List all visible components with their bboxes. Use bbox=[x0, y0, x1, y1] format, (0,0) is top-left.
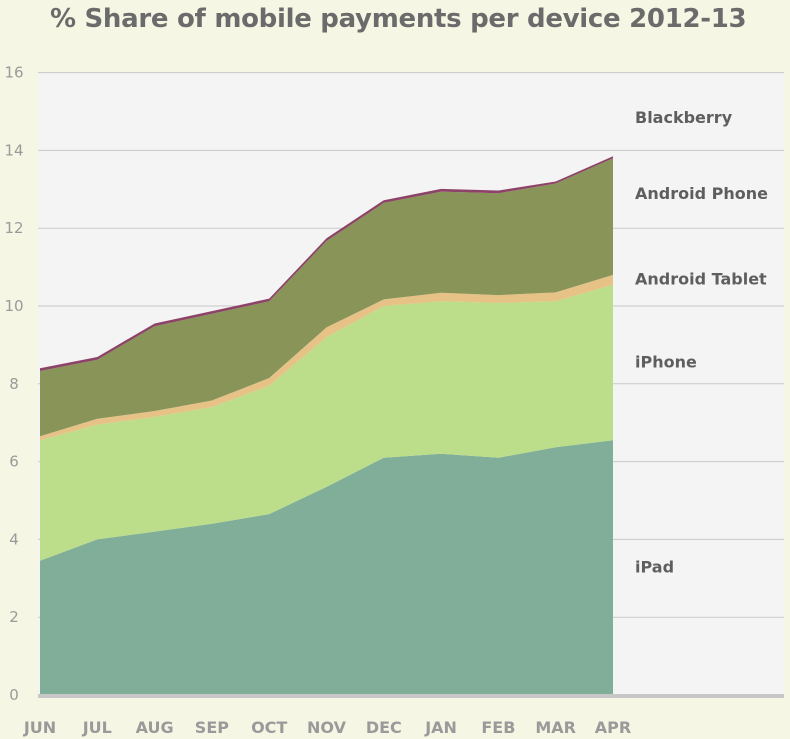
y-tick-label: 12 bbox=[4, 219, 23, 237]
series-label-android-tablet: Android Tablet bbox=[635, 270, 767, 289]
series-labels: iPad iPhone Android Tablet Android Phone Bla… bbox=[635, 108, 768, 576]
area-iphone bbox=[40, 284, 613, 561]
y-tick-label: 14 bbox=[4, 141, 23, 159]
x-tick-label: APR bbox=[595, 718, 631, 737]
y-axis-ticks: 0 2 4 6 8 10 12 14 16 bbox=[4, 64, 23, 704]
x-tick-label: JUN bbox=[23, 718, 56, 737]
y-tick-label: 2 bbox=[9, 608, 19, 626]
series-areas bbox=[40, 156, 613, 695]
y-tick-label: 16 bbox=[4, 64, 23, 82]
y-tick-label: 8 bbox=[9, 375, 19, 393]
series-label-iphone: iPhone bbox=[635, 352, 697, 371]
series-label-ipad: iPad bbox=[635, 558, 674, 577]
x-tick-label: FEB bbox=[481, 718, 515, 737]
y-tick-label: 4 bbox=[9, 530, 19, 548]
x-tick-label: DEC bbox=[366, 718, 402, 737]
area-ipad bbox=[40, 440, 613, 695]
x-tick-label: NOV bbox=[307, 718, 347, 737]
x-tick-label: AUG bbox=[136, 718, 174, 737]
x-tick-label: OCT bbox=[251, 718, 287, 737]
y-tick-label: 0 bbox=[9, 686, 19, 704]
x-tick-label: SEP bbox=[195, 718, 229, 737]
y-tick-label: 6 bbox=[9, 453, 19, 471]
x-tick-label: JAN bbox=[424, 718, 457, 737]
series-label-blackberry: Blackberry bbox=[635, 108, 733, 127]
y-tick-label: 10 bbox=[4, 297, 23, 315]
area-android-phone bbox=[40, 158, 613, 437]
area-android-tablet bbox=[40, 274, 613, 441]
chart-title: % Share of mobile payments per device 20… bbox=[50, 4, 747, 34]
x-tick-label: JUL bbox=[82, 718, 112, 737]
x-tick-label: MAR bbox=[535, 718, 576, 737]
x-axis-ticks: JUN JUL AUG SEP OCT NOV DEC JAN FEB MAR APR bbox=[23, 718, 631, 737]
series-label-android-phone: Android Phone bbox=[635, 184, 768, 203]
x-axis-baseline bbox=[38, 694, 784, 698]
